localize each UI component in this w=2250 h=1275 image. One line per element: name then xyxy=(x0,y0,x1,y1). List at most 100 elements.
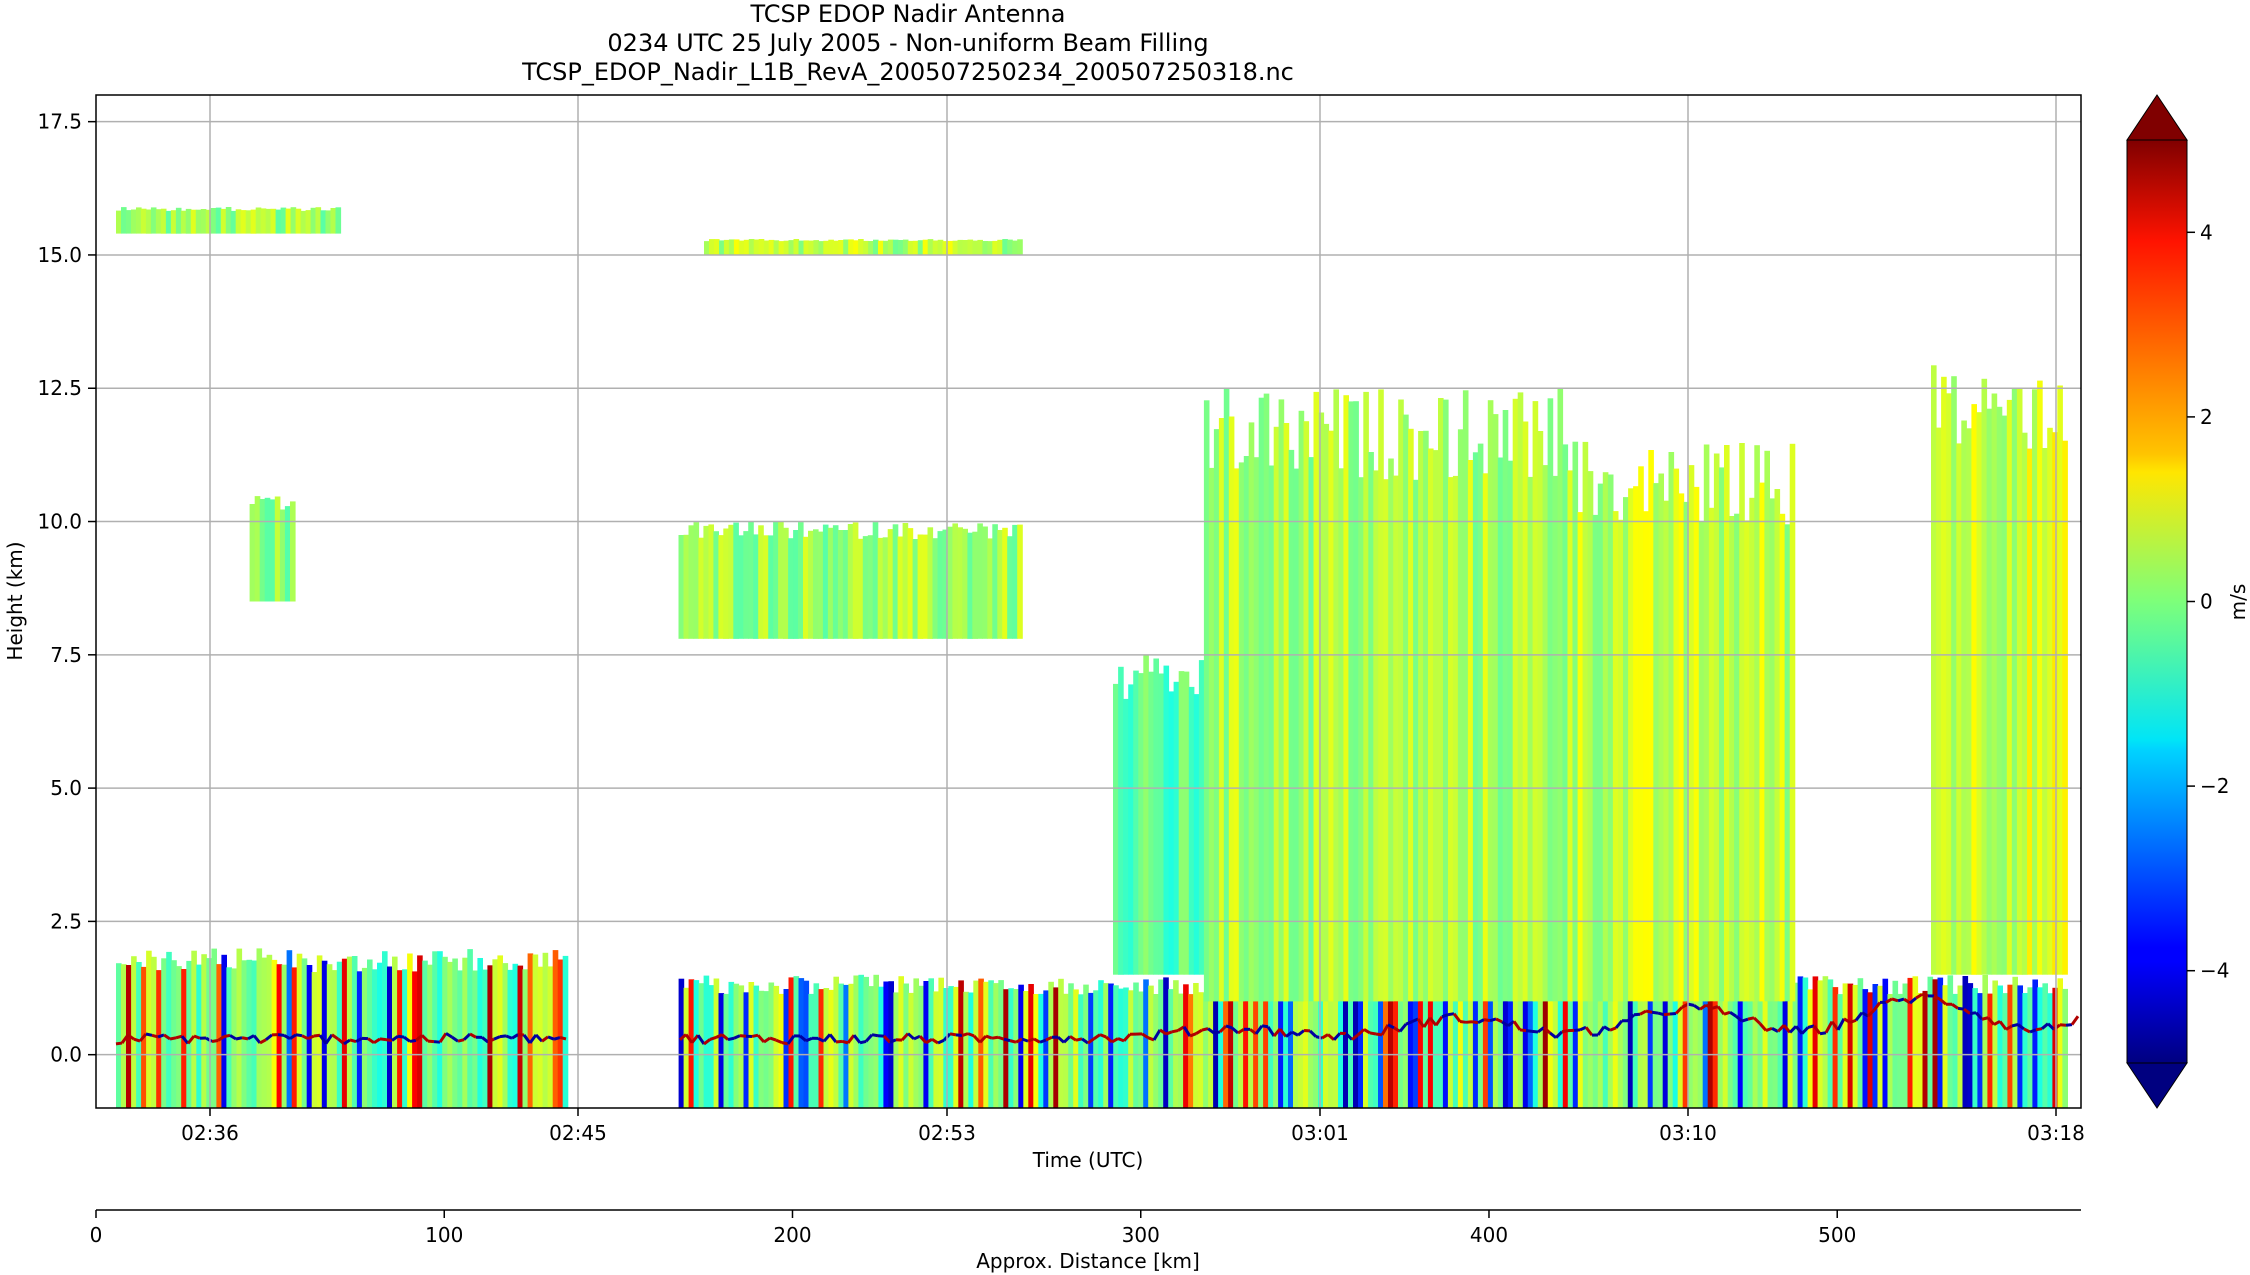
surface-segment xyxy=(1609,1026,1617,1032)
surface-segment xyxy=(420,1034,430,1043)
echo-column xyxy=(1767,978,1774,1108)
surface-segment xyxy=(301,1034,309,1041)
echo-column xyxy=(1497,457,1504,1002)
surface-segment xyxy=(1933,994,1941,1001)
echo-column xyxy=(1537,983,1544,1108)
echo-column xyxy=(988,980,994,1108)
echo-column xyxy=(497,955,503,1108)
echo-column xyxy=(878,240,884,255)
echo-column xyxy=(947,526,953,639)
surface-segment xyxy=(1782,1024,1792,1034)
echo-column xyxy=(427,964,433,1108)
echo-column xyxy=(1467,460,1474,1002)
echo-column xyxy=(2011,388,2018,975)
echo-column xyxy=(1787,975,1794,1108)
chart-title-line-3: TCSP_EDOP_Nadir_L1B_RevA_200507250234_20… xyxy=(522,58,1294,86)
echo-column xyxy=(1652,993,1659,1108)
echo-column xyxy=(1607,474,1614,1002)
echo-column xyxy=(1378,389,1384,1002)
echo-column xyxy=(131,956,137,1108)
echo-column xyxy=(136,207,142,234)
echo-column xyxy=(1552,475,1559,1002)
surface-segment xyxy=(1231,1026,1239,1035)
echo-column xyxy=(1248,422,1255,1002)
surface-segment xyxy=(1705,1003,1713,1010)
surface-segment xyxy=(313,1033,321,1038)
echo-column xyxy=(1368,452,1374,1002)
echo-column xyxy=(1477,993,1484,1108)
echo-column xyxy=(557,959,564,1108)
echo-column xyxy=(1562,976,1569,1108)
surface-segment xyxy=(1105,1035,1113,1044)
echo-column xyxy=(1223,388,1230,1002)
echo-column xyxy=(823,988,830,1108)
echo-column xyxy=(709,239,715,255)
surface-segment xyxy=(835,1039,843,1044)
surface-segment xyxy=(211,1039,219,1043)
surface-segment xyxy=(2053,1023,2061,1031)
echo-column xyxy=(898,976,904,1108)
surface-segment xyxy=(1519,1028,1527,1033)
echo-column xyxy=(452,958,458,1108)
y-tick-label: 2.5 xyxy=(50,909,82,933)
surface-segment xyxy=(1951,1003,1959,1010)
echo-column xyxy=(1138,673,1144,975)
echo-column xyxy=(166,951,172,1108)
echo-column xyxy=(758,525,764,639)
echo-column xyxy=(1827,979,1834,1108)
echo-column xyxy=(1502,410,1509,1002)
echo-column xyxy=(1697,984,1704,1108)
echo-column xyxy=(1303,976,1309,1108)
echo-column xyxy=(1658,473,1664,1002)
echo-column xyxy=(1892,980,1899,1108)
echo-column xyxy=(1951,376,1957,975)
surface-segment xyxy=(1614,1019,1624,1029)
echo-column xyxy=(972,240,978,255)
echo-column xyxy=(1017,239,1023,255)
surface-segment xyxy=(1380,1024,1390,1036)
echo-column xyxy=(1417,994,1424,1108)
echo-column xyxy=(1912,976,1919,1108)
surface-segment xyxy=(739,1034,747,1038)
surface-segment xyxy=(769,1036,777,1042)
surface-segment xyxy=(1465,1020,1473,1024)
echo-column xyxy=(912,539,919,639)
echo-column xyxy=(932,240,939,255)
echo-column xyxy=(206,958,212,1108)
echo-column xyxy=(718,993,725,1108)
surface-segment xyxy=(1626,1013,1636,1022)
echo-column xyxy=(748,982,755,1108)
echo-column xyxy=(1002,239,1008,255)
echo-column xyxy=(773,985,780,1108)
echo-column xyxy=(783,527,789,639)
echo-column xyxy=(1203,992,1209,1108)
echo-column xyxy=(1467,988,1474,1108)
surface-segment xyxy=(1405,1020,1413,1026)
surface-segment xyxy=(1758,1022,1768,1032)
echo-column xyxy=(1058,978,1064,1108)
echo-column xyxy=(2007,984,2013,1108)
echo-column xyxy=(1857,978,1864,1108)
echo-column xyxy=(803,240,810,255)
surface-segment xyxy=(781,1041,789,1046)
echo-column xyxy=(1258,981,1264,1108)
surface-segment xyxy=(1111,1037,1119,1044)
surface-segment xyxy=(1729,1011,1737,1018)
echo-column xyxy=(1308,975,1314,1108)
echo-column xyxy=(768,982,775,1108)
echo-column xyxy=(1507,460,1514,1002)
echo-feature xyxy=(678,974,2068,1108)
surface-segment xyxy=(1501,1020,1509,1028)
echo-column xyxy=(1412,992,1419,1108)
surface-segment xyxy=(2023,1027,2031,1034)
echo-column xyxy=(261,957,268,1108)
surface-segment xyxy=(1849,1018,1857,1024)
echo-column xyxy=(1784,524,1791,1002)
echo-column xyxy=(883,240,889,255)
echo-column xyxy=(156,970,162,1108)
surface-segment xyxy=(1045,1035,1053,1042)
echo-column xyxy=(311,972,318,1108)
echo-column xyxy=(1363,391,1369,1002)
echo-column xyxy=(1303,421,1310,1002)
surface-segment xyxy=(1261,1024,1269,1029)
